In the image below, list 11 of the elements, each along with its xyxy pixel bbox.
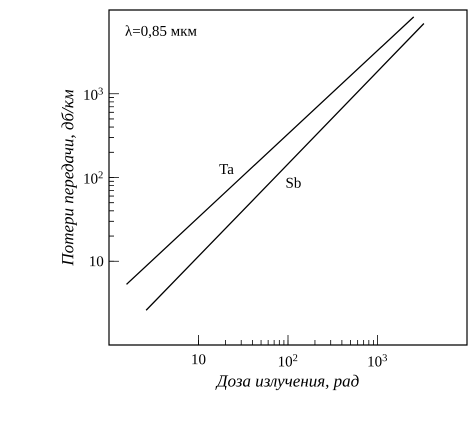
x-axis-title: Доза излучения, рад: [215, 374, 359, 390]
series-label: Ta: [219, 164, 234, 174]
series-label: Sb: [286, 177, 301, 188]
x-tick-label: 10: [192, 354, 206, 364]
y-axis-title: Потери передачи, дб/км: [61, 90, 77, 266]
y-tick-label: 10$^{3}$: [84, 88, 103, 100]
annotation: λ=0,85 мкм: [125, 25, 197, 38]
y-tick-label: 10: [90, 256, 104, 266]
y-tick-label: 10$^{2}$: [84, 171, 103, 184]
x-tick-label: 10$^{3}$: [368, 354, 387, 366]
x-tick-label: 10$^{2}$: [278, 354, 298, 366]
